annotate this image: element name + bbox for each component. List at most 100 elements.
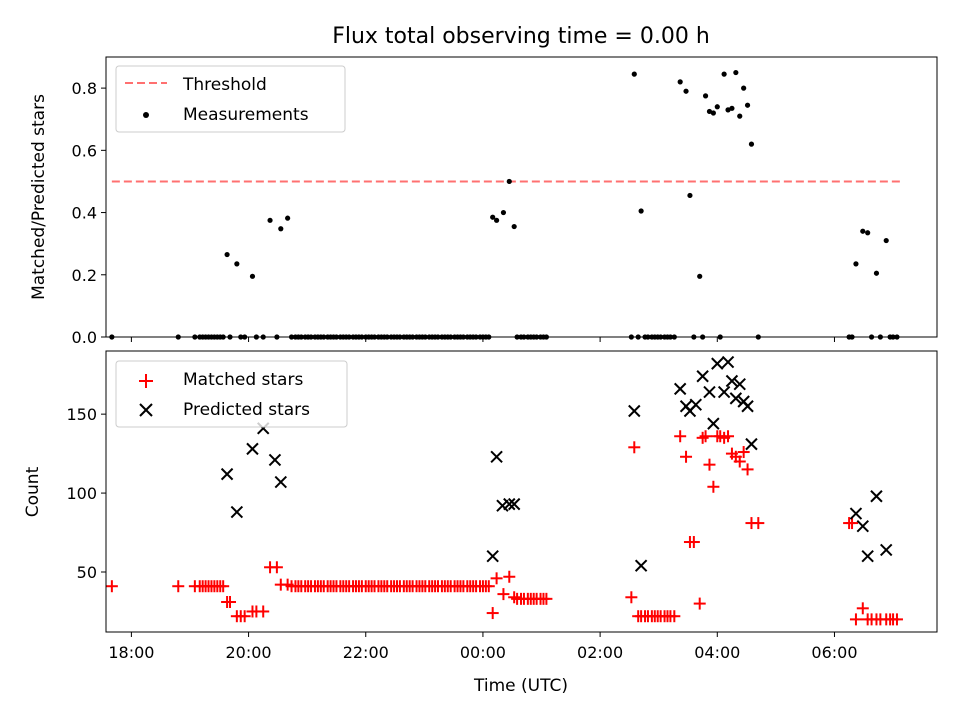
top-y-tick-label: 0.0 xyxy=(72,328,97,347)
legend-measurements-label: Measurements xyxy=(183,105,309,125)
measurement-point xyxy=(706,108,713,115)
top-y-tick-label: 0.4 xyxy=(72,204,97,223)
measurement-point xyxy=(741,85,747,91)
matched-star-point xyxy=(674,430,687,443)
measurement-point xyxy=(278,226,284,232)
measurement-point xyxy=(865,230,871,236)
measurement-point xyxy=(638,208,644,214)
measurement-point xyxy=(697,273,703,279)
x-tick-label: 06:00 xyxy=(811,643,857,662)
matched-star-point xyxy=(693,597,706,610)
matched-star-point xyxy=(503,570,516,583)
matched-star-point xyxy=(217,580,230,593)
chart-title: Flux total observing time = 0.00 h xyxy=(332,24,710,49)
x-tick-label: 04:00 xyxy=(694,643,740,662)
matched-star-point xyxy=(849,613,862,626)
top-y-tick-label: 0.6 xyxy=(72,141,97,160)
measurement-point xyxy=(883,237,889,244)
measurement-point xyxy=(631,71,637,77)
bottom-y-tick-label: 150 xyxy=(66,405,97,424)
predicted-star-point xyxy=(696,370,709,383)
predicted-star-point xyxy=(246,442,259,456)
bottom-y-tick-label: 50 xyxy=(77,563,97,582)
matched-star-point xyxy=(668,610,681,623)
measurement-point xyxy=(725,107,731,113)
matched-star-point xyxy=(224,596,237,609)
legend-measurements-swatch xyxy=(143,112,149,118)
predicted-star-point xyxy=(507,497,521,511)
measurement-point xyxy=(853,261,859,267)
matched-star-point xyxy=(270,561,283,574)
measurement-point xyxy=(710,110,716,116)
matched-star-point xyxy=(741,463,754,476)
top-panel: 0.00.20.40.60.8 Matched/Predicted stars … xyxy=(29,56,938,347)
legend-predicted-label: Predicted stars xyxy=(183,400,310,420)
predicted-star-point xyxy=(490,450,503,463)
top-x-ticks xyxy=(130,337,835,342)
top-y-tick-label: 0.8 xyxy=(72,79,97,98)
predicted-star-point xyxy=(733,377,746,391)
matched-star-point xyxy=(737,446,750,459)
measurement-point xyxy=(224,251,230,258)
matched-star-point xyxy=(625,591,638,604)
bottom-y-axis: 50 100 150 xyxy=(66,405,106,582)
matched-star-point xyxy=(680,450,693,463)
top-y-axis: 0.0 0.2 0.4 0.6 0.8 xyxy=(72,79,106,347)
measurement-point xyxy=(683,88,689,94)
measurement-point xyxy=(500,209,507,216)
matched-star-point xyxy=(707,480,720,493)
legend-matched-label: Matched stars xyxy=(183,370,303,390)
matched-stars-series xyxy=(105,430,903,626)
matched-star-point xyxy=(628,441,641,454)
measurement-point xyxy=(511,223,517,230)
measurement-point xyxy=(677,79,683,85)
predicted-star-point xyxy=(486,550,499,563)
measurement-point xyxy=(493,217,500,223)
predicted-star-point xyxy=(725,374,739,388)
top-legend: Threshold Measurements xyxy=(115,65,346,133)
matched-star-point xyxy=(257,605,270,618)
predicted-star-point xyxy=(711,357,724,370)
matched-star-point xyxy=(696,431,709,444)
predicted-star-point xyxy=(729,392,743,405)
predicted-star-point xyxy=(634,559,648,572)
predicted-star-point xyxy=(230,505,244,519)
matched-star-point xyxy=(699,430,712,443)
matched-star-point xyxy=(172,580,185,593)
predicted-star-point xyxy=(220,467,234,481)
predicted-star-point xyxy=(870,490,883,503)
x-tick-label: 20:00 xyxy=(226,643,272,662)
matched-star-point xyxy=(486,607,499,620)
measurement-point xyxy=(490,214,496,220)
legend-matched-swatch xyxy=(139,374,153,388)
top-y-axis-label: Matched/Predicted stars xyxy=(29,94,49,300)
measurement-point xyxy=(267,217,273,223)
matched-star-point xyxy=(497,588,510,601)
predicted-star-point xyxy=(745,437,758,451)
measurement-point xyxy=(285,215,291,221)
bottom-plot-frame xyxy=(105,350,938,633)
predicted-star-point xyxy=(503,497,516,511)
matched-star-point xyxy=(733,455,746,468)
measurement-point xyxy=(733,69,739,76)
matched-star-point xyxy=(722,430,735,443)
bottom-legend: Matched stars Predicted stars xyxy=(115,360,348,428)
bottom-y-tick-label: 100 xyxy=(66,484,97,503)
matched-star-point xyxy=(687,536,700,549)
matched-star-point xyxy=(238,610,251,623)
measurement-point xyxy=(702,93,709,99)
predicted-star-point xyxy=(880,543,893,557)
predicted-star-point xyxy=(849,507,863,520)
measurement-point xyxy=(873,270,880,276)
predicted-star-point xyxy=(673,382,687,396)
x-tick-label: 18:00 xyxy=(108,643,154,662)
measurement-point xyxy=(506,178,512,185)
legend-threshold-label: Threshold xyxy=(182,75,267,95)
predicted-stars-series xyxy=(220,355,893,572)
matched-star-point xyxy=(508,591,521,604)
matched-star-point xyxy=(482,580,495,593)
measurement-point xyxy=(860,228,866,234)
measurement-point xyxy=(729,105,735,111)
bottom-x-axis: 18:00 20:00 22:00 00:00 02:00 04:00 06:00 xyxy=(108,632,858,662)
measurement-point xyxy=(721,71,727,77)
